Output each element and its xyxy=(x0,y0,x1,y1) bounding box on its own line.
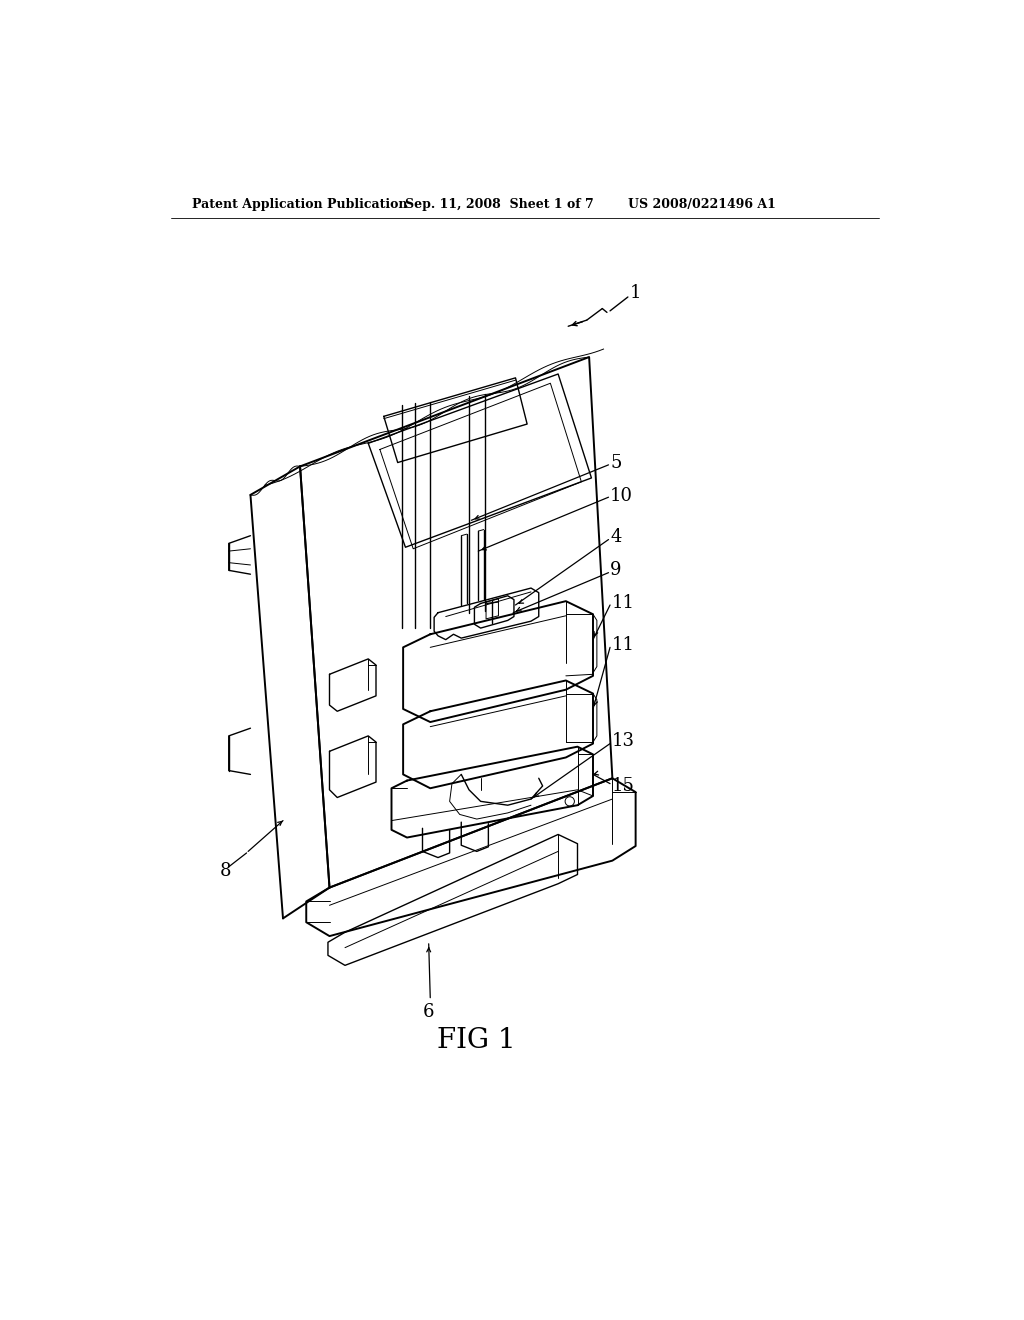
Text: 4: 4 xyxy=(610,528,622,546)
Text: 11: 11 xyxy=(611,594,635,611)
Text: US 2008/0221496 A1: US 2008/0221496 A1 xyxy=(628,198,776,211)
Text: FIG 1: FIG 1 xyxy=(437,1027,516,1053)
Text: 5: 5 xyxy=(610,454,622,473)
Text: 15: 15 xyxy=(611,777,635,795)
Text: 11: 11 xyxy=(611,636,635,653)
Text: 10: 10 xyxy=(610,487,633,504)
Text: 9: 9 xyxy=(610,561,622,579)
Text: Patent Application Publication: Patent Application Publication xyxy=(191,198,408,211)
Text: 8: 8 xyxy=(219,862,231,879)
Text: Sep. 11, 2008  Sheet 1 of 7: Sep. 11, 2008 Sheet 1 of 7 xyxy=(406,198,594,211)
Text: 13: 13 xyxy=(611,733,635,750)
Text: 1: 1 xyxy=(630,284,642,302)
Text: 6: 6 xyxy=(423,1003,434,1020)
